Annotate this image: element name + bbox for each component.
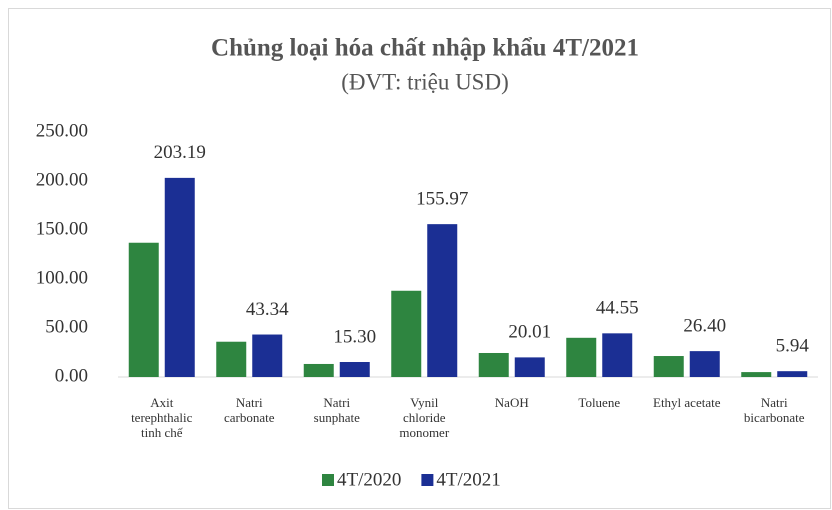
y-tick-label: 200.00 — [36, 169, 88, 190]
legend-label: 4T/2021 — [436, 469, 500, 490]
data-label: 43.34 — [246, 299, 289, 320]
bar — [689, 351, 720, 377]
data-label: 44.55 — [596, 298, 639, 319]
bar — [303, 363, 334, 377]
x-tick-label: Natri sunphate — [313, 395, 360, 425]
legend-label: 4T/2020 — [337, 469, 401, 490]
data-label: 20.01 — [508, 322, 551, 343]
data-label: 203.19 — [154, 142, 206, 163]
x-tick-label: Toluene — [578, 395, 621, 410]
x-tick-label: Ethyl acetate — [653, 395, 721, 410]
data-label: 155.97 — [416, 189, 468, 210]
y-tick-label: 100.00 — [36, 267, 88, 288]
legend-swatch — [322, 474, 334, 486]
bar — [741, 372, 772, 377]
bar — [164, 177, 195, 377]
bar — [252, 334, 283, 377]
bar — [566, 337, 597, 377]
bar — [653, 356, 684, 377]
bar — [391, 290, 422, 377]
chart-subtitle: (ĐVT: triệu USD) — [341, 69, 509, 94]
legend-swatch — [421, 474, 434, 486]
bar — [602, 333, 633, 377]
x-tick-label: NaOH — [494, 395, 529, 410]
data-label: 15.30 — [333, 326, 376, 347]
x-tick-label: Vynil chloride monomer — [399, 395, 450, 440]
bar — [128, 242, 159, 377]
chart-title: Chủng loại hóa chất nhập khẩu 4T/2021 — [211, 35, 639, 62]
data-label: 26.40 — [683, 315, 726, 336]
data-label: 5.94 — [776, 336, 810, 357]
y-tick-label: 50.00 — [45, 316, 88, 337]
bar — [339, 362, 370, 377]
x-tick-label: Natri bicarbonate — [743, 395, 805, 425]
bar — [777, 371, 808, 377]
x-tick-label: Axit terephthalic tinh chế — [131, 395, 193, 440]
bar — [216, 341, 247, 377]
y-tick-label: 0.00 — [55, 365, 88, 386]
x-tick-label: Natri carbonate — [223, 395, 275, 425]
bar — [427, 224, 458, 377]
y-tick-label: 150.00 — [36, 218, 88, 239]
y-tick-label: 250.00 — [36, 120, 88, 141]
bar — [478, 352, 509, 377]
bar — [514, 357, 545, 377]
